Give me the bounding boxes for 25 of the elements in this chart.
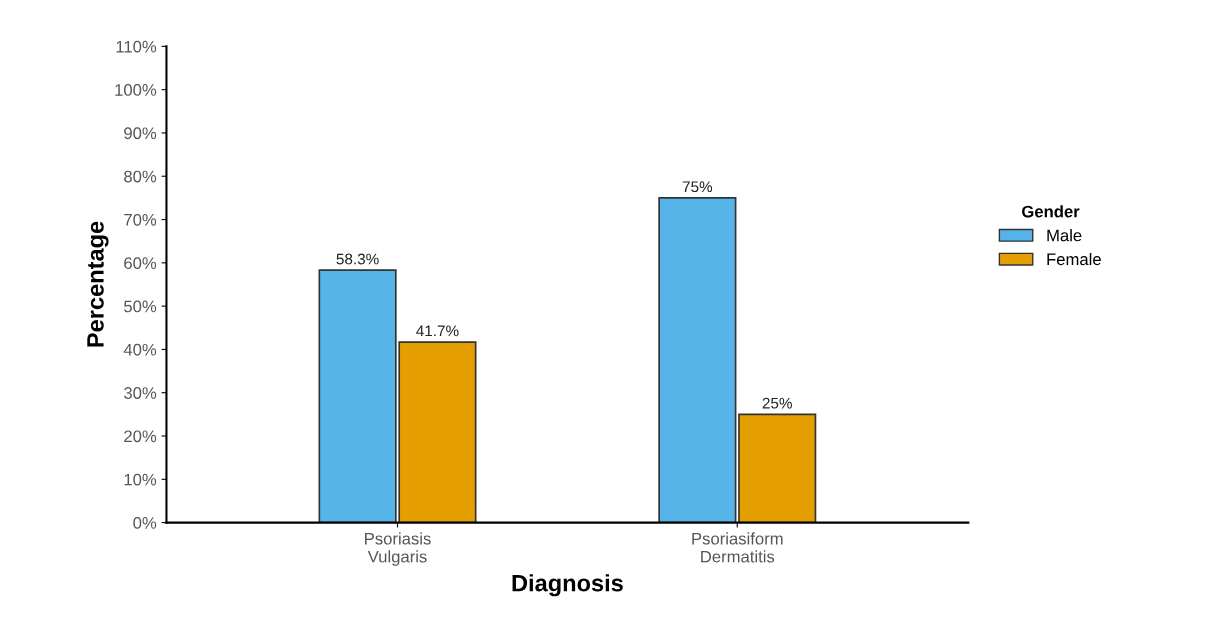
y-tick-label: 30% [124, 387, 157, 399]
x-tick-label: Psoriasiform Dermatitis [692, 532, 783, 563]
legend-title: Gender [1022, 205, 1080, 218]
y-tick-label: 50% [124, 300, 157, 313]
bar [658, 197, 737, 523]
y-tick-label: 80% [124, 170, 157, 183]
y-tick-label: 0% [133, 517, 157, 529]
legend-label: Male [1047, 229, 1082, 242]
data-label: 75% [682, 181, 713, 193]
y-tick-label: 20% [124, 430, 157, 443]
y-axis-title: Percentage [87, 221, 109, 347]
legend-label: Female [1047, 252, 1101, 266]
y-tick-label: 40% [123, 343, 157, 356]
x-tick-label: Psoriasis Vulgaris [365, 532, 431, 566]
y-tick-label: 90% [124, 127, 157, 140]
y-tick-label: 60% [124, 257, 157, 270]
y-tick-label: 10% [124, 473, 157, 486]
data-label: 25% [762, 397, 792, 409]
data-label: 58.3% [336, 253, 379, 265]
y-tick-label: 70% [124, 213, 157, 226]
bar [738, 413, 817, 523]
y-tick-label: 110% [116, 40, 157, 53]
x-axis-title: Diagnosis [512, 574, 623, 597]
y-tick-label: 100% [115, 84, 157, 96]
data-label: 41.7% [416, 325, 459, 337]
